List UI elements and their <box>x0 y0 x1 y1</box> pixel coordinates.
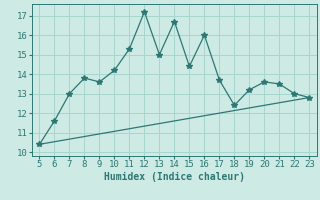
X-axis label: Humidex (Indice chaleur): Humidex (Indice chaleur) <box>104 172 245 182</box>
